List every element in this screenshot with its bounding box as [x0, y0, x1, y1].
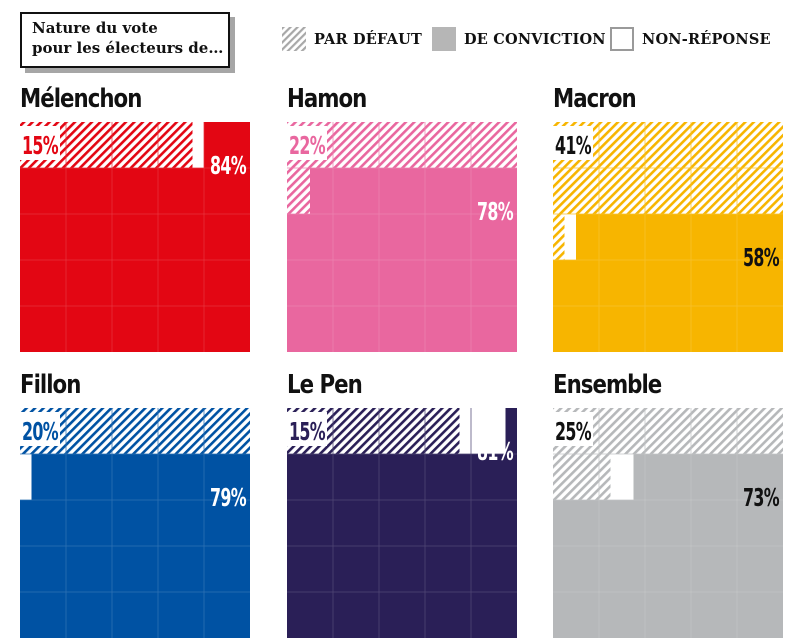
conviction-label-le-pen: 81%: [477, 437, 514, 466]
panel-title-ensemble: Ensemble: [553, 370, 662, 400]
chart-title-box: Nature du vote pour les électeurs de…: [20, 12, 230, 68]
par-defaut-part-macron: [553, 214, 565, 260]
par-defaut-label-melenchon: 15%: [22, 131, 59, 160]
conviction-part-le-pen: [505, 408, 517, 454]
conviction-bar-hamon: [287, 214, 517, 352]
panel-title-le-pen: Le Pen: [287, 370, 363, 400]
par-defaut-label-bg-le-pen: [287, 412, 327, 446]
conviction-part-ensemble: [633, 454, 783, 500]
conviction-label-melenchon: 84%: [210, 151, 247, 180]
waffle-le-pen: 15% 81%: [287, 408, 517, 638]
waffle-macron: 41% 58%: [553, 122, 783, 352]
par-defaut-label-bg-ensemble: [553, 412, 593, 446]
par-defaut-label-bg-macron: [553, 126, 593, 160]
par-defaut-label-le-pen: 15%: [289, 417, 326, 446]
par-defaut-label-fillon: 20%: [22, 417, 59, 446]
par-defaut-label-bg-hamon: [287, 126, 327, 160]
legend-item-non-reponse: NON-RÉPONSE: [610, 26, 771, 52]
legend-label-non-reponse: NON-RÉPONSE: [642, 30, 771, 48]
non-reponse-part-melenchon: [192, 122, 204, 168]
non-reponse-part-macron: [564, 214, 576, 260]
panel-title-hamon: Hamon: [287, 84, 367, 114]
chart-title-line-1: Nature du vote: [32, 19, 158, 37]
legend-label-conviction: DE CONVICTION: [464, 30, 606, 48]
conviction-part-hamon: [310, 168, 517, 214]
legend-label-par-defaut: PAR DÉFAUT: [314, 30, 422, 48]
par-defaut-label-ensemble: 25%: [555, 417, 592, 446]
non-reponse-part-ensemble: [610, 454, 634, 500]
chart-title-line-2: pour les électeurs de…: [32, 39, 224, 57]
waffle-hamon: 22% 78%: [287, 122, 517, 352]
waffle-melenchon: 15% 84%: [20, 122, 250, 352]
legend-swatch-solid: [432, 27, 456, 51]
par-defaut-label-hamon: 22%: [289, 131, 326, 160]
par-defaut-label-bg-melenchon: [20, 126, 60, 160]
conviction-label-ensemble: 73%: [743, 483, 780, 512]
panel-title-fillon: Fillon: [20, 370, 81, 400]
par-defaut-part-ensemble: [553, 454, 611, 500]
legend-swatch-empty: [610, 27, 634, 51]
conviction-label-hamon: 78%: [477, 197, 514, 226]
legend-swatch-hatched: [282, 27, 306, 51]
conviction-part-macron: [576, 214, 783, 260]
non-reponse-part-fillon: [20, 454, 32, 500]
conviction-part-melenchon: [204, 122, 250, 168]
conviction-bar-ensemble: [553, 500, 783, 638]
non-reponse-part-le-pen: [459, 408, 506, 454]
panel-title-macron: Macron: [553, 84, 637, 114]
waffle-ensemble: 25% 73%: [553, 408, 783, 638]
par-defaut-part-hamon: [287, 168, 310, 214]
panel-title-melenchon: Mélenchon: [20, 84, 142, 114]
waffle-fillon: 20% 79%: [20, 408, 250, 638]
conviction-label-fillon: 79%: [210, 483, 247, 512]
conviction-bar-fillon: [20, 500, 250, 638]
legend-item-conviction: DE CONVICTION: [432, 26, 606, 52]
par-defaut-label-macron: 41%: [555, 131, 592, 160]
legend-item-par-defaut: PAR DÉFAUT: [282, 26, 422, 52]
conviction-label-macron: 58%: [743, 243, 780, 272]
par-defaut-label-bg-fillon: [20, 412, 60, 446]
conviction-part-fillon: [31, 454, 250, 500]
